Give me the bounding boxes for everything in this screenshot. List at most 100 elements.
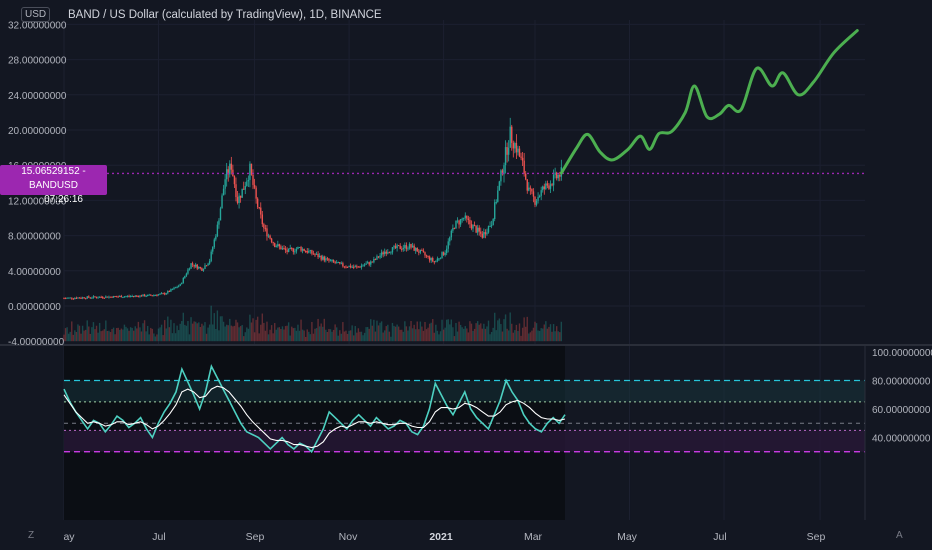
volume-bar xyxy=(314,328,316,342)
volume-bar xyxy=(388,331,391,342)
candle-body xyxy=(270,238,273,243)
volume-bar xyxy=(500,324,502,342)
candle-body xyxy=(377,256,380,258)
candle-body xyxy=(263,224,265,229)
candle-body xyxy=(540,190,542,196)
volume-bar xyxy=(335,327,338,342)
candle-body xyxy=(89,297,92,299)
candle-body xyxy=(111,296,113,298)
candle-body xyxy=(191,263,194,265)
candle-body xyxy=(227,169,229,175)
candle-body xyxy=(447,241,449,249)
candle-body xyxy=(458,220,460,225)
volume-bar xyxy=(194,321,197,342)
candle-body xyxy=(466,215,468,219)
candle-body xyxy=(63,298,65,300)
volume-bar xyxy=(554,331,556,342)
candle-body xyxy=(179,284,181,286)
candle-body xyxy=(320,255,322,260)
candle-body xyxy=(236,197,239,204)
candle-body xyxy=(205,265,208,267)
candle-body xyxy=(212,247,214,252)
volume-bar xyxy=(244,332,246,342)
candle-body xyxy=(476,227,479,233)
volume-bar xyxy=(139,327,141,342)
candle-body xyxy=(408,243,411,249)
candle-body xyxy=(309,250,312,252)
candle-body xyxy=(109,296,112,298)
candle-body xyxy=(439,258,442,260)
volume-bar xyxy=(425,329,428,342)
candle-body xyxy=(145,295,147,297)
candle-body xyxy=(374,259,377,261)
volume-bar xyxy=(360,331,363,342)
volume-bar xyxy=(173,323,175,342)
volume-bar xyxy=(308,331,310,342)
volume-bar xyxy=(176,325,178,342)
candle-body xyxy=(173,287,175,290)
volume-bar xyxy=(75,331,78,342)
volume-bar xyxy=(404,321,406,342)
candle-body xyxy=(427,255,429,257)
volume-bar xyxy=(445,319,448,342)
volume-bar xyxy=(146,325,149,342)
candle-body xyxy=(524,173,527,180)
candle-body xyxy=(95,297,98,299)
candle-body xyxy=(463,218,465,220)
volume-bar xyxy=(129,327,132,342)
candle-body xyxy=(150,294,152,296)
volume-bar xyxy=(170,319,172,342)
candle-body xyxy=(66,297,68,299)
volume-bar xyxy=(312,333,315,342)
current-price-value: 15.06529152 xyxy=(21,166,80,177)
volume-bar xyxy=(205,333,208,342)
volume-bar xyxy=(504,314,507,342)
candle-body xyxy=(219,208,222,221)
candle-body xyxy=(225,169,228,180)
volume-bar xyxy=(436,330,439,342)
current-price-tag: 15.06529152 - BANDUSD 07:26:16 xyxy=(0,165,107,205)
zoom-icon[interactable]: Z xyxy=(28,530,35,541)
volume-bar xyxy=(225,324,228,342)
candle-body xyxy=(193,264,195,267)
candle-body xyxy=(473,224,476,227)
volume-bar xyxy=(294,327,296,342)
volume-bar xyxy=(385,326,387,342)
candle-body xyxy=(470,224,473,229)
oscillator-line xyxy=(63,363,566,454)
candle-body xyxy=(435,260,437,262)
volume-bar xyxy=(379,322,381,342)
volume-bar xyxy=(224,326,226,342)
volume-bar xyxy=(105,320,107,342)
candle-body xyxy=(538,195,541,198)
volume-bar xyxy=(413,324,415,342)
candle-body xyxy=(326,258,329,260)
candle-body xyxy=(484,232,487,235)
candle-body xyxy=(292,248,294,252)
volume-bar xyxy=(283,329,285,342)
volume-bar xyxy=(78,325,81,342)
candle-body xyxy=(534,196,536,205)
candle-body xyxy=(444,253,446,255)
candle-body xyxy=(464,215,466,219)
volume-bar xyxy=(542,328,544,342)
candle-body xyxy=(511,126,513,143)
candle-body xyxy=(67,297,70,299)
candle-body xyxy=(204,265,206,269)
candle-body xyxy=(528,187,530,191)
candle-body xyxy=(221,195,223,209)
volume-bar xyxy=(337,335,339,342)
volume-bar xyxy=(315,328,318,342)
auto-scale-button[interactable]: A xyxy=(896,530,903,541)
volume-bar xyxy=(480,323,482,342)
volume-bar xyxy=(345,330,347,342)
candle-body xyxy=(216,224,219,237)
volume-bar xyxy=(306,329,308,342)
volume-bar xyxy=(243,336,245,342)
candle-body xyxy=(487,226,490,233)
currency-unit-button[interactable]: USD xyxy=(21,7,51,22)
volume-bar xyxy=(515,324,518,342)
candle-body xyxy=(171,289,174,291)
volume-bar xyxy=(419,321,422,342)
